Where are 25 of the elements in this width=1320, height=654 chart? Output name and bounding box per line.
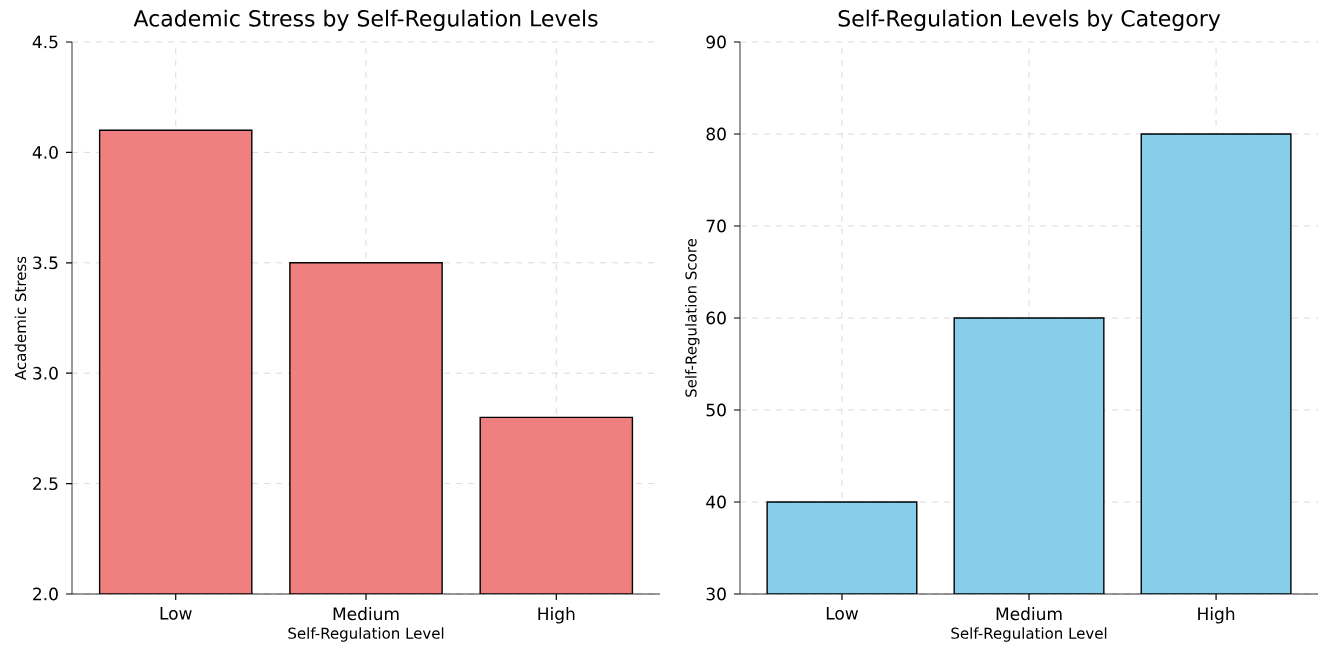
y-tick-label: 4.5: [32, 35, 58, 49]
y-tick-label: 2.5: [33, 477, 58, 491]
y-tick-label: 60: [706, 311, 726, 325]
y-tick-label: 50: [706, 403, 726, 417]
y-axis-title: Academic Stress: [14, 256, 27, 380]
x-tick-label: Medium: [333, 607, 399, 621]
x-tick-label: Low: [826, 607, 859, 620]
x-axis-title: Self-Regulation Level: [288, 627, 444, 642]
y-tick-label: 3.0: [33, 366, 58, 380]
y-tick-label: 90: [706, 35, 726, 49]
y-tick-label: 2.0: [33, 587, 58, 601]
x-tick-label: High: [538, 607, 575, 624]
x-axis-title: Self-Regulation Level: [951, 627, 1107, 642]
y-tick-label: 3.5: [33, 256, 58, 270]
y-tick-label: 30: [706, 587, 726, 601]
y-tick-label: 80: [706, 127, 726, 141]
y-axis-title: Self-Regulation Score: [685, 238, 700, 397]
y-tick-label: 40: [706, 495, 726, 509]
x-tick-label: Low: [160, 607, 192, 620]
x-tick-label: Medium: [996, 607, 1062, 621]
y-tick-label: 70: [706, 219, 726, 233]
chart-title: Self-Regulation Levels by Category: [838, 9, 1221, 31]
x-tick-label: High: [1198, 607, 1235, 624]
chart-title: Academic Stress by Self-Regulation Levels: [133, 9, 598, 31]
y-tick-label: 4.0: [32, 145, 58, 159]
